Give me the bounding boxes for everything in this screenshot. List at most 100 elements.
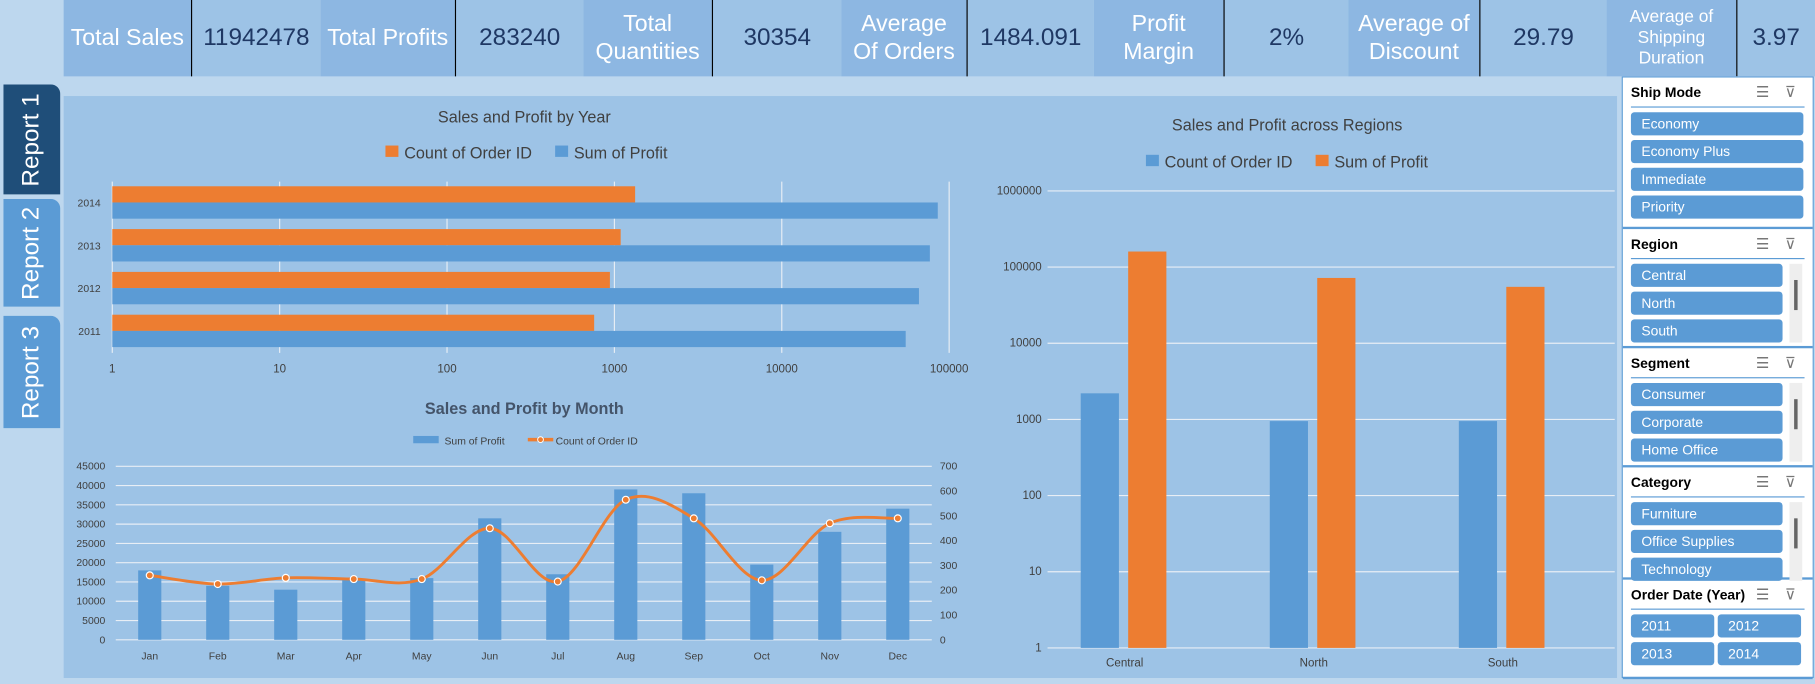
chart-title: Sales and Profit across Regions [1172, 117, 1402, 135]
slicer-item[interactable]: 2014 [1717, 642, 1802, 666]
slicer-item[interactable]: Priority [1630, 195, 1804, 219]
bar-profit-Central [1128, 251, 1167, 648]
clear-filter-icon[interactable]: ⊽ [1784, 473, 1796, 491]
slicer-item[interactable]: Home Office [1630, 438, 1783, 462]
legend-swatch [413, 435, 439, 444]
slicer-title: Region ☰ ⊽ [1630, 234, 1805, 260]
legend-swatch [1315, 154, 1329, 167]
bar-profit-Aug [614, 489, 638, 640]
kpi-value: 29.79 [1479, 0, 1607, 77]
tab-report-3[interactable]: Report 3 [3, 315, 61, 429]
point-Jun [485, 524, 494, 533]
legend-label: Count of Order ID [404, 145, 532, 163]
bar-profit-2011 [112, 330, 906, 348]
tab-report-1[interactable]: Report 1 [3, 84, 61, 195]
x-tick-label: Mar [277, 651, 295, 662]
bar-profit-Oct [750, 564, 774, 640]
bar-count-North [1269, 421, 1308, 648]
legend-label: Sum of Profit [574, 145, 668, 163]
multi-select-icon[interactable]: ☰ [1755, 473, 1770, 491]
chart-title: Sales and Profit by Month [425, 400, 624, 418]
clear-filter-icon[interactable]: ⊽ [1784, 83, 1796, 101]
multi-select-icon[interactable]: ☰ [1755, 354, 1770, 372]
x-tick-label: Sep [685, 651, 704, 662]
bar-count-Central [1080, 393, 1119, 648]
y2-tick-label: 700 [940, 462, 958, 473]
slicer-title: Order Date (Year) ☰ ⊽ [1630, 585, 1805, 610]
kpi-value: 2% [1223, 0, 1349, 77]
slicer-item[interactable]: Consumer [1630, 382, 1783, 407]
chart-panel: Sales and Profit by Year Count of Order I… [63, 96, 1618, 679]
y-tick-label: 5000 [82, 616, 105, 627]
point-Mar [281, 573, 290, 582]
chart-title: Sales and Profit by Year [438, 109, 611, 127]
bar-profit-Nov [818, 531, 842, 640]
slicer-item[interactable]: Corporate [1630, 410, 1783, 434]
multi-select-icon[interactable]: ☰ [1755, 234, 1770, 253]
multi-select-icon[interactable]: ☰ [1755, 83, 1770, 101]
slicer-item[interactable]: Office Supplies [1630, 529, 1783, 554]
slicer-item[interactable]: Technology [1630, 557, 1783, 581]
slicer-item[interactable]: 2011 [1630, 614, 1715, 638]
y-tick-label: 100 [1022, 490, 1041, 502]
bar-count-2011 [112, 314, 595, 331]
y-tick-label: 2011 [78, 327, 101, 338]
slicer-item[interactable]: Economy [1630, 112, 1804, 136]
slicer-item[interactable]: Central [1630, 263, 1783, 287]
y-tick-label: 2012 [78, 284, 101, 295]
legend-swatch [385, 145, 399, 157]
point-Nov [825, 519, 834, 528]
legend-swatch [1145, 154, 1159, 167]
y-tick-label: 100000 [1003, 262, 1042, 274]
kpi-value: 3.97 [1736, 0, 1815, 77]
x-tick-label: South [1488, 657, 1518, 669]
slicer-scrollbar[interactable] [1789, 502, 1803, 581]
x-tick-label: Aug [617, 651, 636, 662]
slicer-region: Region ☰ ⊽ Central North South [1622, 229, 1813, 349]
kpi-value: 283240 [454, 0, 584, 77]
bar-profit-Jul [546, 574, 570, 640]
y2-tick-label: 200 [940, 586, 958, 597]
y-tick-label: 20000 [76, 558, 105, 569]
point-Aug [621, 495, 630, 504]
y-tick-label: 10000 [76, 597, 105, 608]
slicer-item[interactable]: South [1630, 319, 1783, 343]
slicer-scrollbar[interactable] [1789, 382, 1803, 462]
point-May [417, 575, 426, 584]
bar-profit-South [1506, 286, 1545, 648]
y-tick-label: 35000 [76, 500, 105, 511]
clear-filter-icon[interactable]: ⊽ [1784, 354, 1796, 372]
tab-report-2[interactable]: Report 2 [3, 199, 61, 307]
bar-profit-May [410, 578, 434, 640]
slicer-item[interactable]: Immediate [1630, 167, 1804, 191]
y-tick-label: 40000 [76, 481, 105, 492]
y2-tick-label: 0 [940, 635, 946, 646]
x-tick-label: Apr [346, 651, 363, 662]
slicer-item[interactable]: Economy Plus [1630, 139, 1804, 164]
slicer-panel: Ship Mode ☰ ⊽ Economy Economy Plus Immediat… [1621, 76, 1814, 680]
slicer-item[interactable]: Furniture [1630, 502, 1783, 526]
slicer-item[interactable]: 2013 [1630, 642, 1715, 666]
point-Oct [757, 576, 766, 585]
y-tick-label: 25000 [76, 539, 105, 550]
multi-select-icon[interactable]: ☰ [1755, 585, 1770, 603]
slicer-title: Segment ☰ ⊽ [1630, 354, 1805, 379]
x-tick-label: Feb [209, 651, 227, 662]
charts-canvas: Sales and Profit by Year Count of Order I… [76, 109, 1615, 669]
bar-profit-2013 [112, 245, 930, 262]
y-tick-label: 15000 [76, 577, 105, 588]
slicer-item[interactable]: North [1630, 291, 1783, 315]
slicer-scrollbar[interactable] [1789, 263, 1803, 343]
slicer-category: Category ☰ ⊽ Furniture Office Supplies Tech… [1622, 467, 1813, 581]
point-Sep [689, 514, 698, 523]
y-tick-label: 1000 [1016, 414, 1042, 426]
bar-profit-Jan [138, 570, 162, 640]
slicer-item[interactable]: 2012 [1717, 614, 1802, 638]
clear-filter-icon[interactable]: ⊽ [1784, 234, 1796, 253]
legend-label: Count of Order ID [556, 436, 639, 447]
clear-filter-icon[interactable]: ⊽ [1784, 585, 1796, 603]
x-tick-label: Jul [551, 651, 564, 662]
x-tick-label: 100000 [930, 364, 969, 376]
x-tick-label: Central [1106, 657, 1143, 669]
x-tick-label: 1 [109, 364, 115, 376]
